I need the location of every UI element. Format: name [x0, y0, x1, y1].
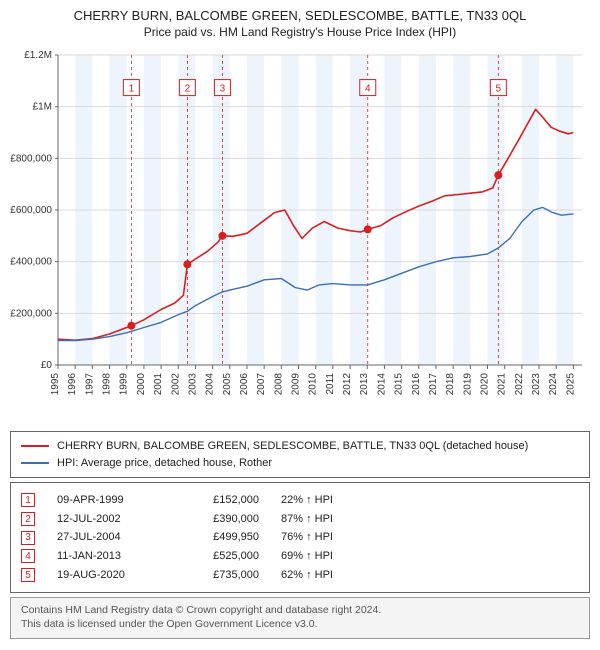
- svg-text:£800,000: £800,000: [10, 153, 52, 164]
- sale-date: 12-JUL-2002: [57, 510, 157, 529]
- chart-subtitle: Price paid vs. HM Land Registry's House …: [10, 25, 590, 39]
- svg-text:1999: 1999: [119, 373, 130, 396]
- footer-line-1: Contains HM Land Registry data © Crown c…: [21, 604, 579, 618]
- svg-text:2005: 2005: [222, 373, 233, 396]
- svg-text:1997: 1997: [84, 373, 95, 396]
- legend-box: CHERRY BURN, BALCOMBE GREEN, SEDLESCOMBE…: [10, 431, 590, 478]
- svg-text:2010: 2010: [308, 373, 319, 396]
- title-block: CHERRY BURN, BALCOMBE GREEN, SEDLESCOMBE…: [10, 8, 590, 39]
- sales-row: 2 12-JUL-2002 £390,000 87% ↑ HPI: [21, 510, 579, 529]
- footer-box: Contains HM Land Registry data © Crown c…: [10, 597, 590, 638]
- svg-text:1995: 1995: [50, 373, 61, 396]
- svg-text:£0: £0: [41, 360, 53, 371]
- svg-text:£1M: £1M: [33, 102, 52, 113]
- svg-text:2013: 2013: [359, 373, 370, 396]
- sale-price: £499,950: [179, 528, 259, 547]
- svg-text:1: 1: [129, 84, 135, 95]
- svg-text:2023: 2023: [531, 373, 542, 396]
- sale-price: £152,000: [179, 491, 259, 510]
- chart-title: CHERRY BURN, BALCOMBE GREEN, SEDLESCOMBE…: [10, 8, 590, 23]
- svg-text:2016: 2016: [411, 373, 422, 396]
- sale-pct: 87% ↑ HPI: [281, 510, 381, 529]
- sale-marker-icon: 3: [21, 531, 35, 545]
- svg-text:2003: 2003: [187, 373, 198, 396]
- footer-line-2: This data is licensed under the Open Gov…: [21, 618, 579, 632]
- sale-marker-icon: 5: [21, 568, 35, 582]
- sale-date: 19-AUG-2020: [57, 566, 157, 585]
- svg-text:2019: 2019: [462, 373, 473, 396]
- svg-text:2021: 2021: [497, 373, 508, 396]
- sales-row: 5 19-AUG-2020 £735,000 62% ↑ HPI: [21, 566, 579, 585]
- sale-pct: 76% ↑ HPI: [281, 528, 381, 547]
- sale-marker-icon: 1: [21, 493, 35, 507]
- sale-date: 27-JUL-2004: [57, 528, 157, 547]
- sale-marker-icon: 4: [21, 549, 35, 563]
- svg-text:2: 2: [185, 84, 191, 95]
- svg-text:2001: 2001: [153, 373, 164, 396]
- svg-text:1996: 1996: [67, 373, 78, 396]
- sale-price: £735,000: [179, 566, 259, 585]
- sales-row: 4 11-JAN-2013 £525,000 69% ↑ HPI: [21, 547, 579, 566]
- svg-text:5: 5: [496, 84, 502, 95]
- sales-row: 1 09-APR-1999 £152,000 22% ↑ HPI: [21, 491, 579, 510]
- svg-text:2012: 2012: [342, 373, 353, 396]
- legend-label-hpi: HPI: Average price, detached house, Roth…: [57, 455, 272, 472]
- svg-text:2002: 2002: [170, 373, 181, 396]
- sale-pct: 22% ↑ HPI: [281, 491, 381, 510]
- legend-label-property: CHERRY BURN, BALCOMBE GREEN, SEDLESCOMBE…: [57, 438, 528, 455]
- legend-swatch-property: [21, 445, 49, 447]
- svg-text:2014: 2014: [376, 373, 387, 396]
- svg-text:2015: 2015: [394, 373, 405, 396]
- svg-text:2000: 2000: [136, 373, 147, 396]
- svg-text:£400,000: £400,000: [10, 257, 52, 268]
- svg-text:2009: 2009: [291, 373, 302, 396]
- sale-marker-icon: 2: [21, 512, 35, 526]
- sales-row: 3 27-JUL-2004 £499,950 76% ↑ HPI: [21, 528, 579, 547]
- svg-text:4: 4: [365, 84, 371, 95]
- legend-row-property: CHERRY BURN, BALCOMBE GREEN, SEDLESCOMBE…: [21, 438, 579, 455]
- legend-row-hpi: HPI: Average price, detached house, Roth…: [21, 455, 579, 472]
- sale-date: 11-JAN-2013: [57, 547, 157, 566]
- price-chart: £0 £200,000 £400,000 £600,000 £800,000 £1M £1.…: [10, 45, 590, 425]
- sale-date: 09-APR-1999: [57, 491, 157, 510]
- sales-table: 1 09-APR-1999 £152,000 22% ↑ HPI 2 12-JUL-200…: [10, 482, 590, 593]
- svg-text:2022: 2022: [514, 373, 525, 396]
- legend-swatch-hpi: [21, 462, 49, 464]
- svg-text:£600,000: £600,000: [10, 205, 52, 216]
- svg-text:£1.2M: £1.2M: [24, 50, 52, 61]
- svg-text:2008: 2008: [273, 373, 284, 396]
- sale-price: £390,000: [179, 510, 259, 529]
- svg-text:2025: 2025: [565, 373, 576, 396]
- svg-text:2024: 2024: [548, 373, 559, 396]
- sale-price: £525,000: [179, 547, 259, 566]
- svg-text:£200,000: £200,000: [10, 308, 52, 319]
- sale-pct: 69% ↑ HPI: [281, 547, 381, 566]
- svg-text:3: 3: [220, 84, 226, 95]
- svg-text:2004: 2004: [205, 373, 216, 396]
- svg-text:2018: 2018: [445, 373, 456, 396]
- sale-pct: 62% ↑ HPI: [281, 566, 381, 585]
- svg-text:2020: 2020: [480, 373, 491, 396]
- svg-text:2007: 2007: [256, 373, 267, 396]
- svg-text:1998: 1998: [102, 373, 113, 396]
- svg-text:2006: 2006: [239, 373, 250, 396]
- svg-text:2011: 2011: [325, 373, 336, 395]
- chart-svg: £0 £200,000 £400,000 £600,000 £800,000 £1M £1.…: [10, 45, 590, 425]
- svg-text:2017: 2017: [428, 373, 439, 396]
